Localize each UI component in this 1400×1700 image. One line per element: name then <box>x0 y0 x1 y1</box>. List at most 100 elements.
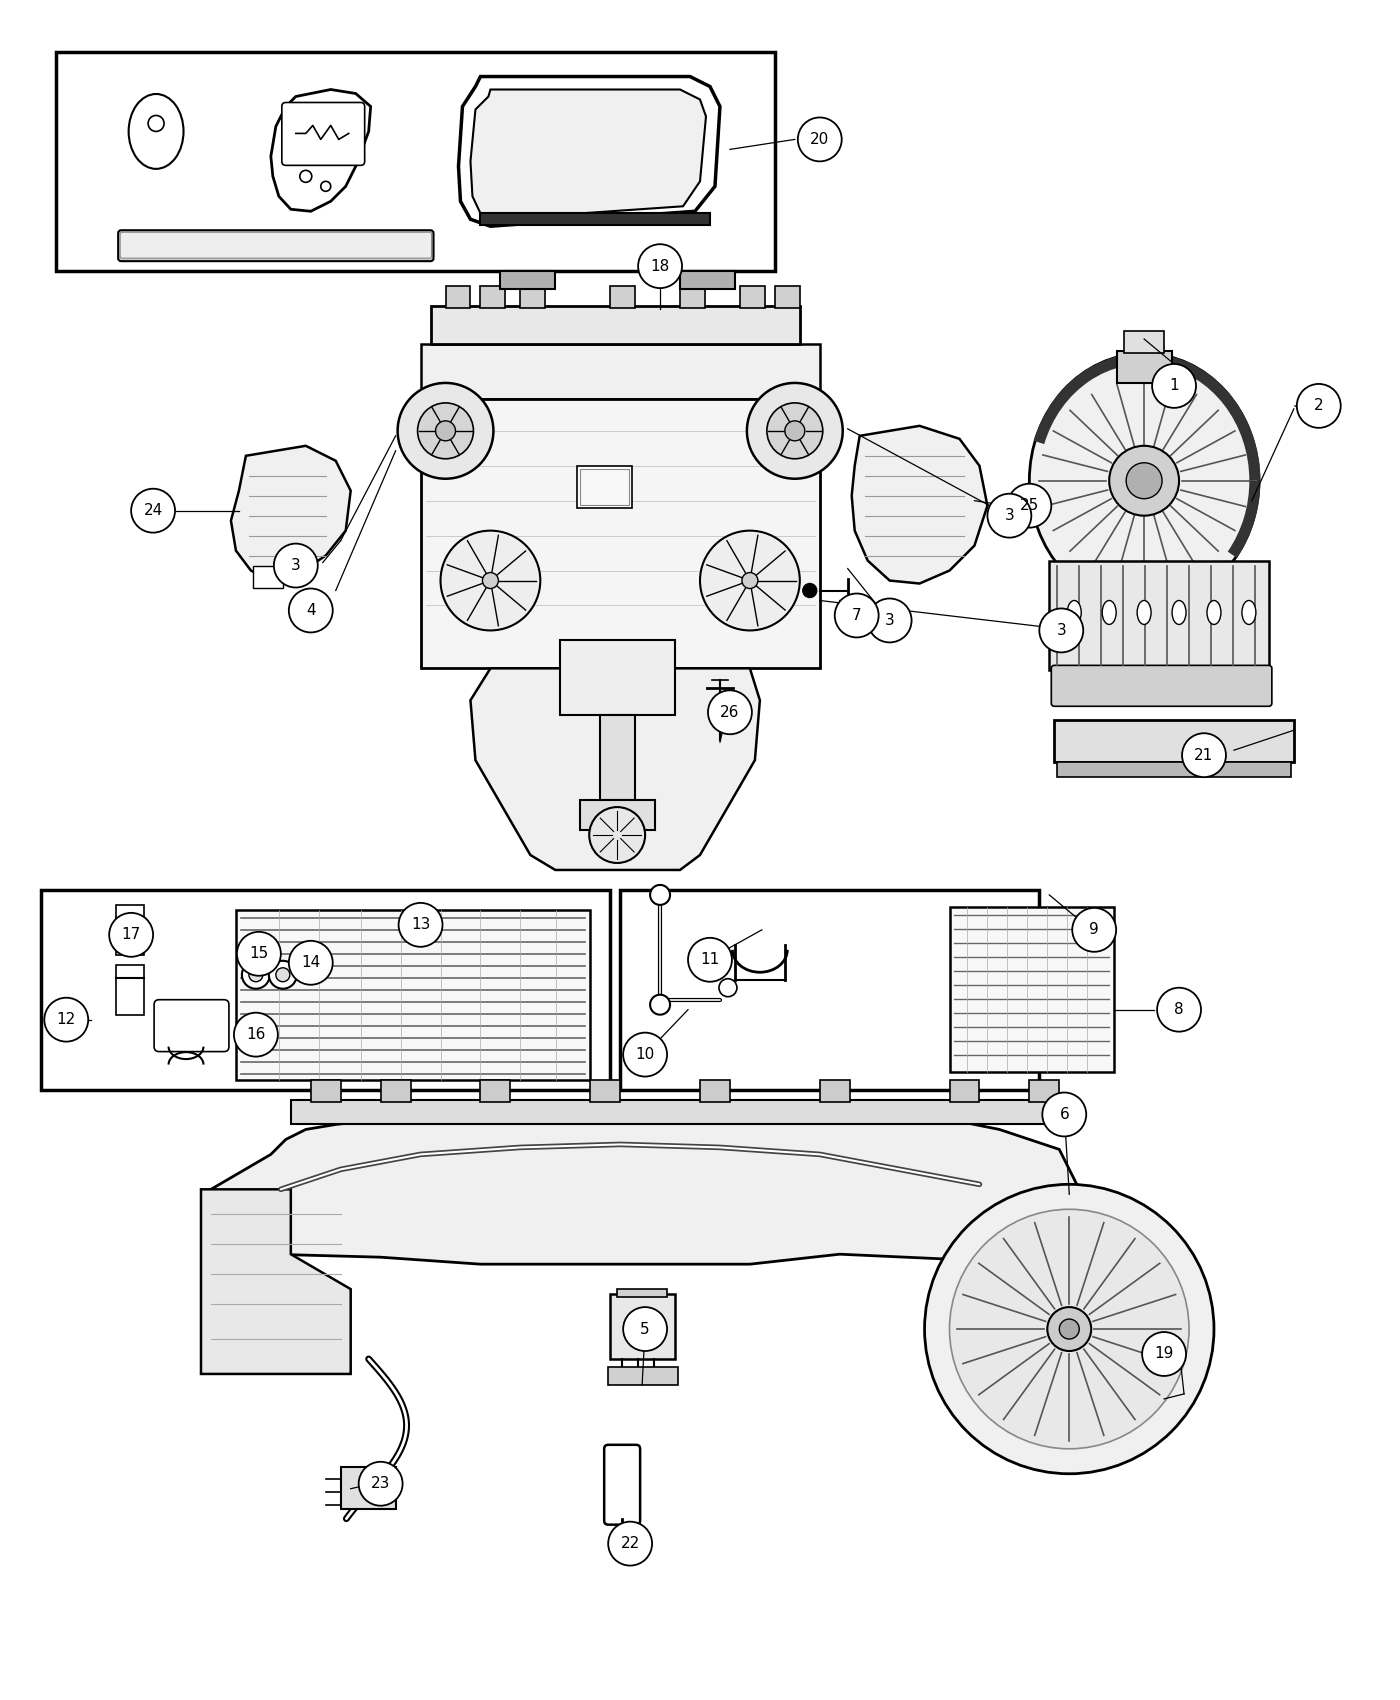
FancyBboxPatch shape <box>118 230 434 262</box>
Bar <box>610 286 636 308</box>
Circle shape <box>148 116 164 131</box>
Circle shape <box>1296 384 1341 428</box>
Bar <box>1117 350 1172 382</box>
Circle shape <box>249 967 263 981</box>
Circle shape <box>274 544 318 588</box>
Bar <box>480 212 710 224</box>
Circle shape <box>1109 445 1179 515</box>
Circle shape <box>132 488 175 532</box>
Text: 8: 8 <box>1175 1003 1184 1017</box>
Text: 3: 3 <box>291 558 301 573</box>
FancyBboxPatch shape <box>605 1445 640 1525</box>
Text: 15: 15 <box>249 947 269 960</box>
Circle shape <box>949 1209 1189 1448</box>
Circle shape <box>720 979 736 996</box>
Ellipse shape <box>1207 600 1221 624</box>
FancyBboxPatch shape <box>281 102 364 165</box>
Polygon shape <box>211 1115 1079 1265</box>
Bar <box>774 286 799 308</box>
Polygon shape <box>851 425 987 583</box>
Polygon shape <box>470 90 706 219</box>
Bar <box>340 1467 396 1508</box>
Circle shape <box>300 170 312 182</box>
Polygon shape <box>470 668 760 870</box>
Text: 9: 9 <box>1089 923 1099 937</box>
Text: 25: 25 <box>1019 498 1039 513</box>
Bar <box>680 272 735 289</box>
Ellipse shape <box>1172 600 1186 624</box>
Bar <box>291 1100 1079 1124</box>
Bar <box>560 641 675 716</box>
Bar <box>580 469 629 505</box>
Polygon shape <box>458 76 720 226</box>
Circle shape <box>1060 1319 1079 1340</box>
Circle shape <box>742 573 757 588</box>
Text: 16: 16 <box>246 1027 266 1042</box>
Circle shape <box>623 1307 666 1352</box>
Circle shape <box>1008 484 1051 527</box>
Text: 6: 6 <box>1060 1107 1070 1122</box>
Text: 18: 18 <box>651 258 669 274</box>
Text: 3: 3 <box>1057 622 1067 638</box>
Circle shape <box>109 913 153 957</box>
Circle shape <box>608 1522 652 1566</box>
Bar <box>741 286 764 308</box>
Circle shape <box>1126 462 1162 498</box>
Circle shape <box>288 940 333 984</box>
Bar <box>601 716 636 801</box>
Circle shape <box>237 932 281 976</box>
Polygon shape <box>231 445 350 580</box>
Text: 17: 17 <box>122 927 141 942</box>
Circle shape <box>1142 1333 1186 1375</box>
Ellipse shape <box>1242 600 1256 624</box>
Text: 1: 1 <box>1169 379 1179 393</box>
Circle shape <box>650 994 671 1015</box>
Bar <box>381 1080 410 1102</box>
Text: 4: 4 <box>307 604 315 619</box>
Text: 5: 5 <box>640 1321 650 1336</box>
Circle shape <box>638 245 682 287</box>
Text: 26: 26 <box>720 706 739 719</box>
Text: 19: 19 <box>1155 1346 1173 1362</box>
Bar <box>949 1080 980 1102</box>
Ellipse shape <box>129 94 183 168</box>
Text: 11: 11 <box>700 952 720 967</box>
Circle shape <box>748 382 843 479</box>
Circle shape <box>417 403 473 459</box>
Ellipse shape <box>1067 600 1081 624</box>
Circle shape <box>276 967 290 981</box>
Text: 7: 7 <box>851 609 861 622</box>
Bar <box>820 1080 850 1102</box>
Circle shape <box>1047 1307 1091 1352</box>
Bar <box>591 1080 620 1102</box>
Text: 2: 2 <box>1315 398 1323 413</box>
FancyBboxPatch shape <box>1051 665 1271 706</box>
Bar <box>608 1367 678 1386</box>
Circle shape <box>650 886 671 904</box>
Bar <box>577 466 633 508</box>
Bar <box>1057 762 1291 777</box>
Bar <box>116 966 144 1015</box>
Circle shape <box>399 903 442 947</box>
Circle shape <box>798 117 841 162</box>
Text: 20: 20 <box>811 133 829 146</box>
Bar <box>610 1294 675 1358</box>
FancyBboxPatch shape <box>120 233 431 258</box>
Text: 24: 24 <box>143 503 162 518</box>
Bar <box>116 904 144 955</box>
Circle shape <box>45 998 88 1042</box>
Circle shape <box>834 593 879 638</box>
Text: 3: 3 <box>885 614 895 627</box>
Circle shape <box>708 690 752 734</box>
Ellipse shape <box>1137 600 1151 624</box>
Circle shape <box>1072 908 1116 952</box>
Circle shape <box>269 960 297 989</box>
Bar <box>56 51 774 272</box>
Text: 10: 10 <box>636 1047 655 1062</box>
Text: 21: 21 <box>1194 748 1214 763</box>
Bar <box>253 566 283 588</box>
Circle shape <box>483 573 498 588</box>
Bar <box>480 1080 511 1102</box>
Circle shape <box>398 382 493 479</box>
Circle shape <box>1043 1093 1086 1136</box>
